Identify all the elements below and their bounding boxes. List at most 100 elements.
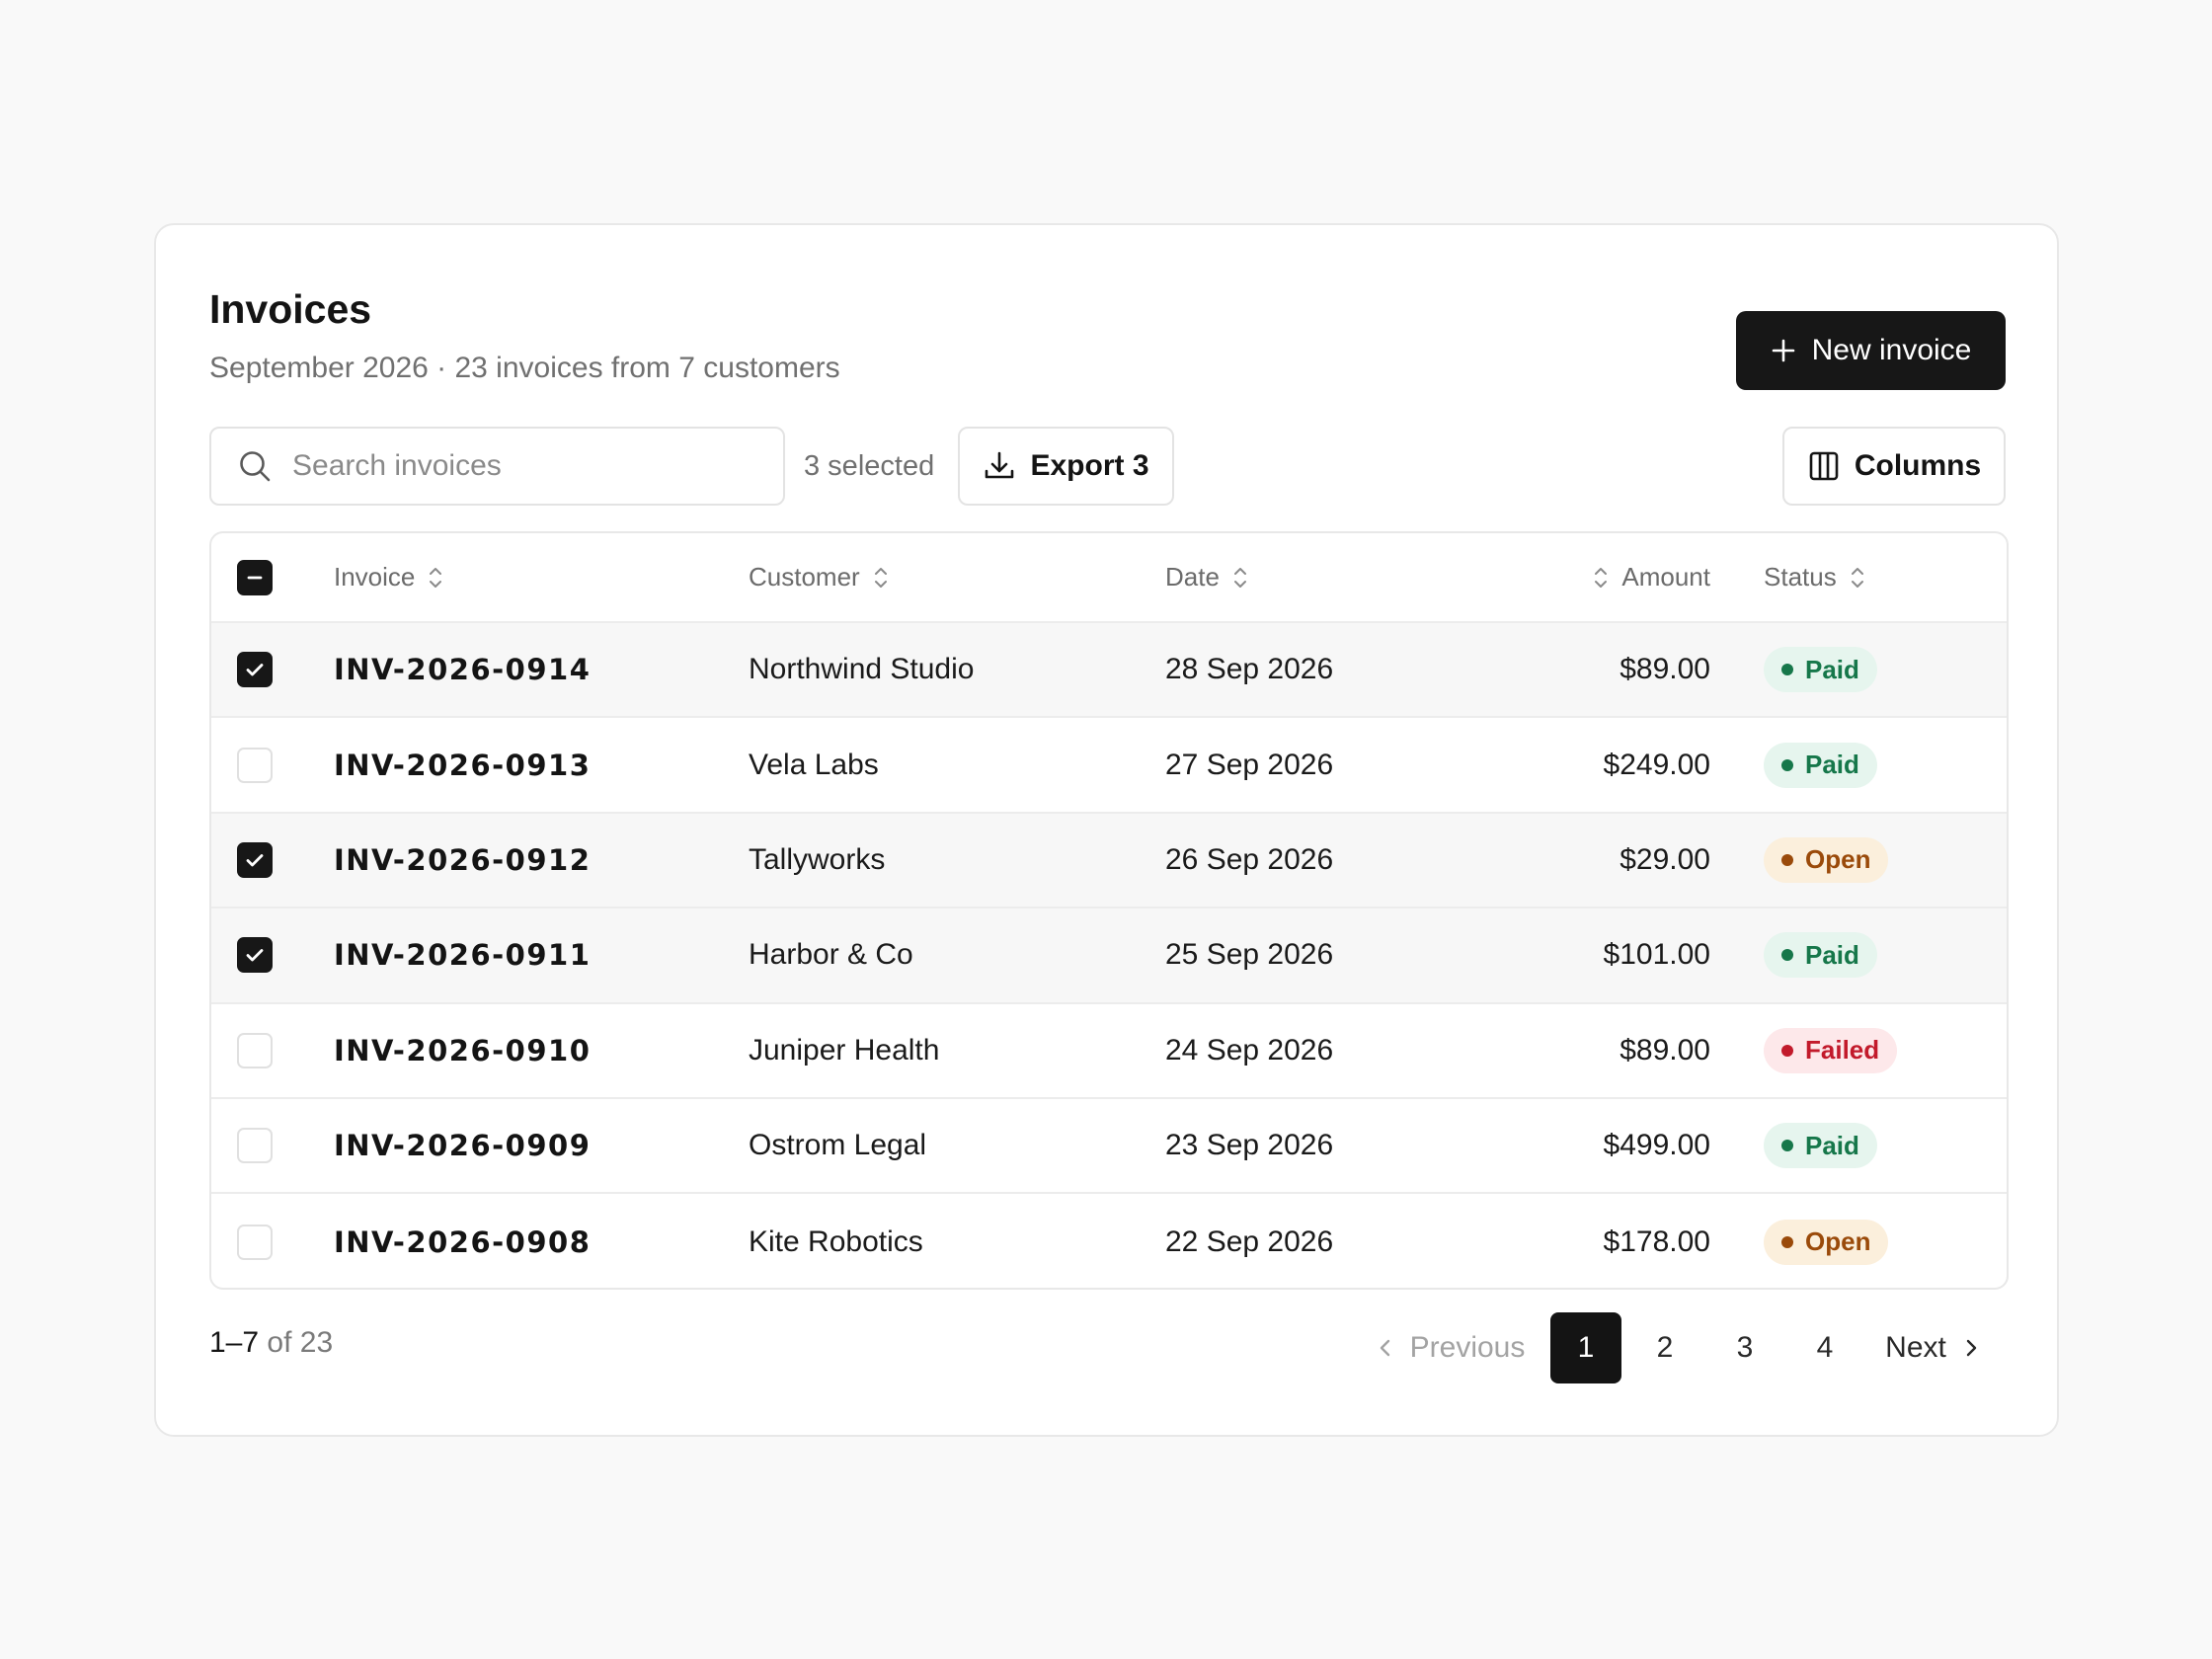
status-cell: Failed	[1764, 1004, 1898, 1097]
columns-button[interactable]: Columns	[1782, 427, 2006, 506]
status-cell: Open	[1764, 814, 1889, 907]
status-badge: Open	[1764, 836, 1889, 883]
customer-name: Juniper Health	[749, 1033, 940, 1066]
range-value: 1–7	[209, 1326, 260, 1359]
table-row[interactable]: INV-2026-0911 Harbor & Co 25 Sep 2026 $101.…	[211, 908, 2007, 1004]
row-select-cell	[237, 1099, 273, 1192]
new-invoice-label: New invoice	[1811, 334, 1972, 366]
status-dot-icon	[1781, 758, 1793, 771]
status-dot-icon	[1781, 1235, 1793, 1248]
row-select-cell	[237, 814, 273, 907]
status-label: Paid	[1805, 750, 1859, 780]
table-row[interactable]: INV-2026-0912 Tallyworks 26 Sep 2026 $29.00…	[211, 813, 2007, 909]
column-header-label: Date	[1165, 562, 1220, 592]
invoice-id[interactable]: INV-2026-0908	[334, 1224, 592, 1259]
row-checkbox[interactable]	[237, 841, 273, 878]
row-select-cell	[237, 718, 273, 811]
column-header-customer[interactable]: Customer	[749, 533, 890, 621]
check-icon	[243, 943, 267, 967]
status-badge: Paid	[1764, 742, 1877, 788]
status-dot-icon	[1781, 1140, 1793, 1152]
status-cell: Paid	[1764, 1099, 1877, 1192]
next-label: Next	[1885, 1331, 1946, 1364]
chevron-right-icon	[1960, 1337, 1982, 1359]
select-all-checkbox[interactable]	[237, 559, 273, 595]
check-icon	[243, 658, 267, 681]
customer-name: Tallyworks	[749, 842, 886, 876]
chevron-left-icon	[1375, 1337, 1396, 1359]
row-select-cell	[237, 1194, 273, 1288]
status-label: Paid	[1805, 939, 1859, 970]
status-label: Paid	[1805, 654, 1859, 684]
invoice-id[interactable]: INV-2026-0913	[334, 748, 592, 782]
row-select-cell	[237, 623, 273, 716]
invoice-id[interactable]: INV-2026-0914	[334, 653, 592, 687]
table-row[interactable]: INV-2026-0914 Northwind Studio 28 Sep 2026…	[211, 623, 2007, 719]
next-page-button[interactable]: Next	[1874, 1312, 1993, 1383]
select-all-cell	[237, 533, 273, 621]
status-badge: Open	[1764, 1219, 1889, 1265]
previous-page-button[interactable]: Previous	[1371, 1312, 1529, 1383]
table-row[interactable]: INV-2026-0913 Vela Labs 27 Sep 2026 $249.00…	[211, 718, 2007, 814]
invoice-date: 22 Sep 2026	[1165, 1224, 1334, 1258]
row-checkbox[interactable]	[237, 652, 273, 688]
status-label: Paid	[1805, 1130, 1859, 1160]
invoice-date: 25 Sep 2026	[1165, 938, 1334, 972]
invoice-amount: $89.00	[1620, 1033, 1710, 1066]
row-checkbox[interactable]	[237, 747, 273, 783]
table-row[interactable]: INV-2026-0908 Kite Robotics 22 Sep 2026 $17…	[211, 1194, 2007, 1288]
new-invoice-button[interactable]: New invoice	[1736, 311, 2006, 390]
download-icon	[983, 449, 1016, 483]
table-row[interactable]: INV-2026-0910 Juniper Health 24 Sep 2026 $8…	[211, 1004, 2007, 1099]
row-select-cell	[237, 908, 273, 1001]
invoice-id[interactable]: INV-2026-0912	[334, 842, 592, 877]
customer-name: Northwind Studio	[749, 653, 975, 686]
column-header-amount[interactable]: Amount	[1592, 533, 1710, 621]
table-row[interactable]: INV-2026-0909 Ostrom Legal 23 Sep 2026 $499…	[211, 1099, 2007, 1195]
column-header-invoice[interactable]: Invoice	[334, 533, 444, 621]
page-3-button[interactable]: 3	[1736, 1331, 1754, 1364]
invoice-amount: $499.00	[1603, 1129, 1710, 1162]
invoice-date: 24 Sep 2026	[1165, 1033, 1334, 1066]
invoice-id[interactable]: INV-2026-0911	[334, 938, 592, 973]
page-4-button[interactable]: 4	[1816, 1331, 1834, 1364]
table-header: Invoice Customer Date Amount Status	[211, 533, 2007, 623]
status-badge: Paid	[1764, 932, 1877, 979]
invoice-id[interactable]: INV-2026-0909	[334, 1129, 592, 1163]
status-label: Open	[1805, 1226, 1871, 1257]
row-checkbox[interactable]	[237, 1224, 273, 1260]
status-badge: Paid	[1764, 1123, 1877, 1169]
invoice-amount: $101.00	[1603, 938, 1710, 972]
status-label: Open	[1805, 844, 1871, 875]
page-1-button[interactable]: 1	[1550, 1312, 1621, 1383]
search-input[interactable]	[292, 449, 747, 483]
customer-name: Kite Robotics	[749, 1224, 923, 1258]
invoice-date: 26 Sep 2026	[1165, 842, 1334, 876]
pagination-range: 1–7 of 23	[209, 1326, 333, 1360]
status-badge: Failed	[1764, 1027, 1898, 1073]
row-checkbox[interactable]	[237, 937, 273, 974]
columns-label: Columns	[1854, 449, 1982, 482]
columns-icon	[1807, 449, 1841, 483]
search-icon	[237, 448, 273, 484]
customer-name: Vela Labs	[749, 748, 879, 781]
column-header-label: Status	[1764, 562, 1837, 592]
row-checkbox[interactable]	[237, 1032, 273, 1068]
row-select-cell	[237, 1004, 273, 1097]
sort-icon	[872, 564, 890, 592]
page-2-button[interactable]: 2	[1656, 1331, 1674, 1364]
status-cell: Paid	[1764, 908, 1877, 1001]
column-header-label: Customer	[749, 562, 860, 592]
invoice-id[interactable]: INV-2026-0910	[334, 1033, 592, 1067]
previous-label: Previous	[1409, 1331, 1526, 1364]
row-checkbox[interactable]	[237, 1128, 273, 1164]
column-header-date[interactable]: Date	[1165, 533, 1249, 621]
customer-name: Ostrom Legal	[749, 1129, 927, 1162]
sort-icon	[1592, 564, 1610, 592]
column-header-status[interactable]: Status	[1764, 533, 1866, 621]
table-body: INV-2026-0914 Northwind Studio 28 Sep 2026…	[211, 623, 2007, 1288]
search-box[interactable]	[209, 427, 785, 506]
status-dot-icon	[1781, 664, 1793, 676]
export-button[interactable]: Export 3	[958, 427, 1174, 506]
invoice-date: 28 Sep 2026	[1165, 653, 1334, 686]
